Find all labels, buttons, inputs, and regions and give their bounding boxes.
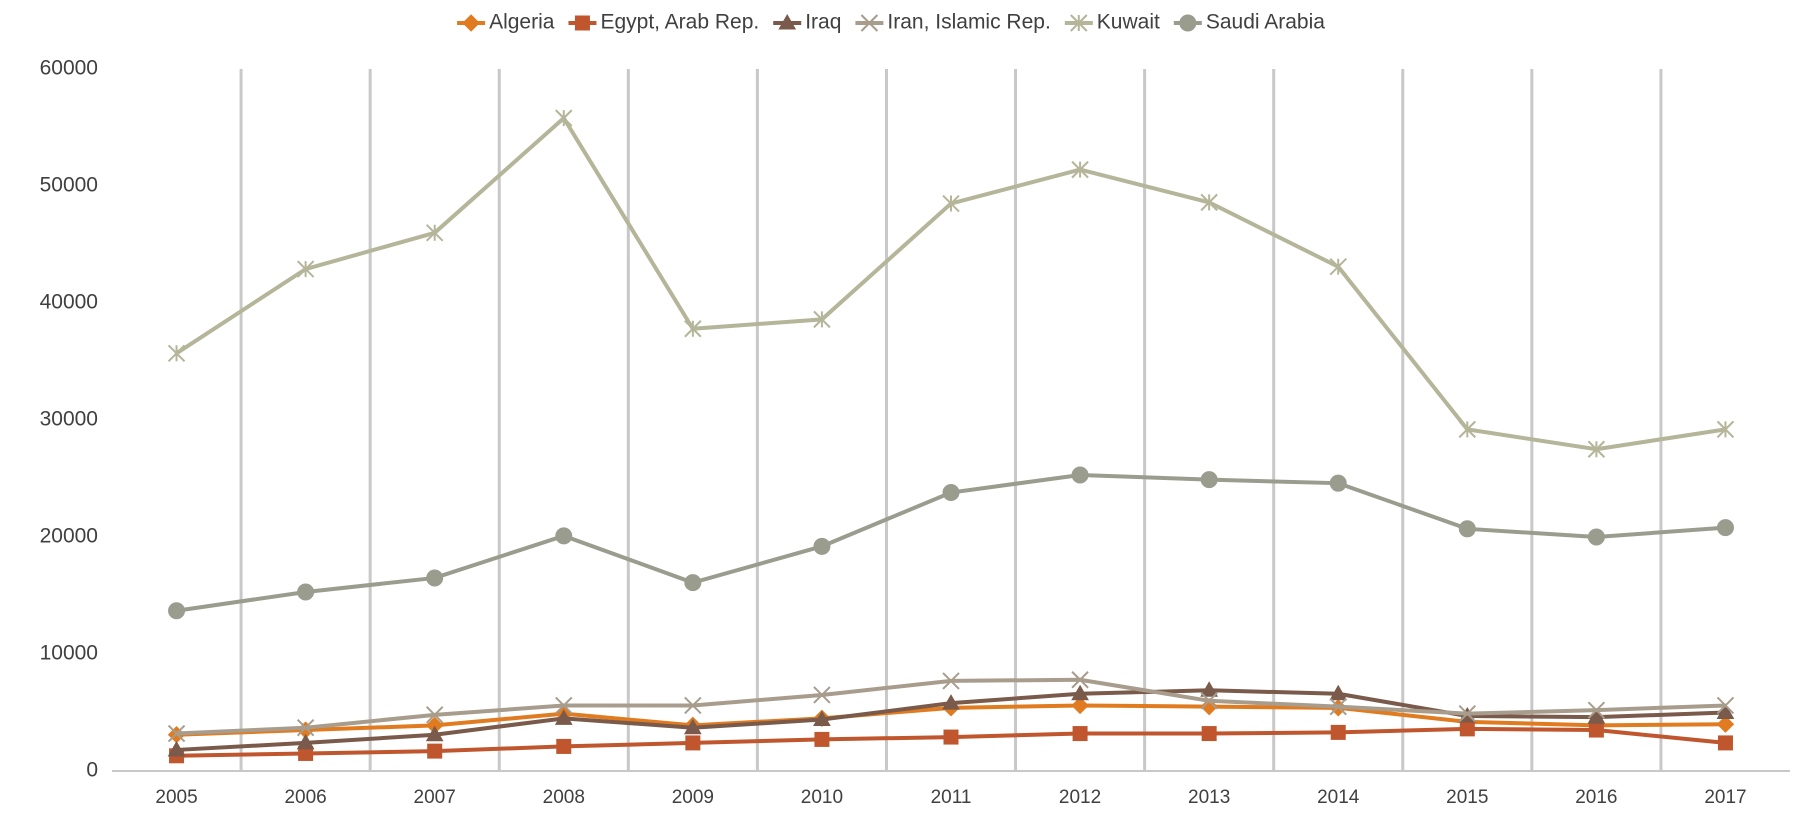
marker [813,710,831,727]
marker [684,696,702,715]
legend-label: Iraq [805,11,841,34]
x-tick-label: 2015 [1446,787,1488,808]
marker [167,344,186,363]
legend-label: Iran, Islamic Rep. [887,11,1050,34]
y-tick-label: 10000 [40,642,98,665]
marker [555,527,573,545]
marker [296,260,315,278]
marker [1200,681,1219,697]
legend-label: Kuwait [1097,11,1160,34]
marker [685,735,701,751]
x-tick-label: 2016 [1575,787,1617,808]
y-tick-label: 0 [86,759,98,782]
marker [555,109,573,127]
marker [943,729,959,745]
x-tick-label: 2013 [1188,787,1230,808]
marker [1071,696,1089,715]
marker [1716,696,1735,715]
marker [813,537,831,555]
marker [167,724,186,743]
x-tick-label: 2017 [1704,787,1746,808]
marker [425,725,444,742]
legend-marker [860,14,879,32]
marker [1716,703,1735,719]
legend-label: Algeria [489,11,555,34]
marker [1329,684,1348,701]
marker [684,574,702,592]
marker [1458,704,1477,723]
marker [1329,697,1347,716]
legend-label: Egypt, Arab Rep. [600,11,759,34]
marker [1716,715,1735,733]
marker [556,738,572,754]
marker [813,686,831,704]
marker [555,696,573,715]
marker [554,709,573,725]
y-tick-label: 50000 [40,174,98,197]
marker [684,320,702,338]
x-tick-label: 2014 [1317,787,1360,808]
legend-marker [574,15,590,31]
marker [942,672,960,690]
marker [167,740,186,757]
legend-marker [1179,14,1197,32]
legend-marker [1070,14,1088,32]
legend-label: Saudi Arabia [1206,11,1325,34]
marker [942,194,960,213]
marker [1200,193,1218,212]
x-tick-label: 2010 [801,787,843,808]
x-tick-label: 2008 [543,787,585,808]
marker [296,719,315,737]
marker [813,310,831,329]
marker [1071,466,1089,484]
legend-marker [462,14,480,32]
x-tick-label: 2005 [155,787,197,808]
marker [1201,726,1217,742]
y-tick-label: 30000 [40,408,98,431]
marker [683,718,702,735]
marker [425,706,444,724]
marker [1458,420,1477,439]
marker [1200,692,1218,710]
marker [1587,440,1606,458]
marker [942,694,960,710]
marker [1458,520,1476,538]
marker [1587,528,1605,546]
y-tick-label: 60000 [40,57,98,80]
marker [426,569,444,587]
marker [1587,701,1606,719]
x-tick-label: 2006 [284,787,326,808]
legend: Algeria Egypt, Arab Rep. Iraq Iran, Islamic… [457,11,1325,34]
marker [1587,708,1606,724]
y-tick-label: 20000 [40,525,98,548]
marker [297,583,315,601]
marker [168,602,186,620]
x-tick-label: 2007 [414,787,456,808]
marker [1329,258,1347,276]
marker [1717,735,1733,751]
marker [942,484,960,502]
marker [1200,471,1218,489]
x-tick-label: 2009 [672,787,714,808]
marker [1329,474,1347,492]
x-tick-label: 2011 [931,787,972,808]
marker [1072,726,1088,742]
legend-marker [778,13,797,30]
marker [1330,724,1346,740]
marker [296,733,315,750]
marker [1716,519,1734,537]
marker [1071,671,1089,689]
y-tick-label: 40000 [40,291,98,314]
marker [1071,160,1089,179]
marker [1071,684,1089,701]
marker [427,743,443,759]
series-line [175,115,1726,452]
marker [814,731,830,747]
marker [425,224,444,242]
marker [1459,721,1475,737]
marker [1588,722,1604,738]
x-tick-label: 2012 [1059,787,1101,808]
marker [1716,420,1735,439]
